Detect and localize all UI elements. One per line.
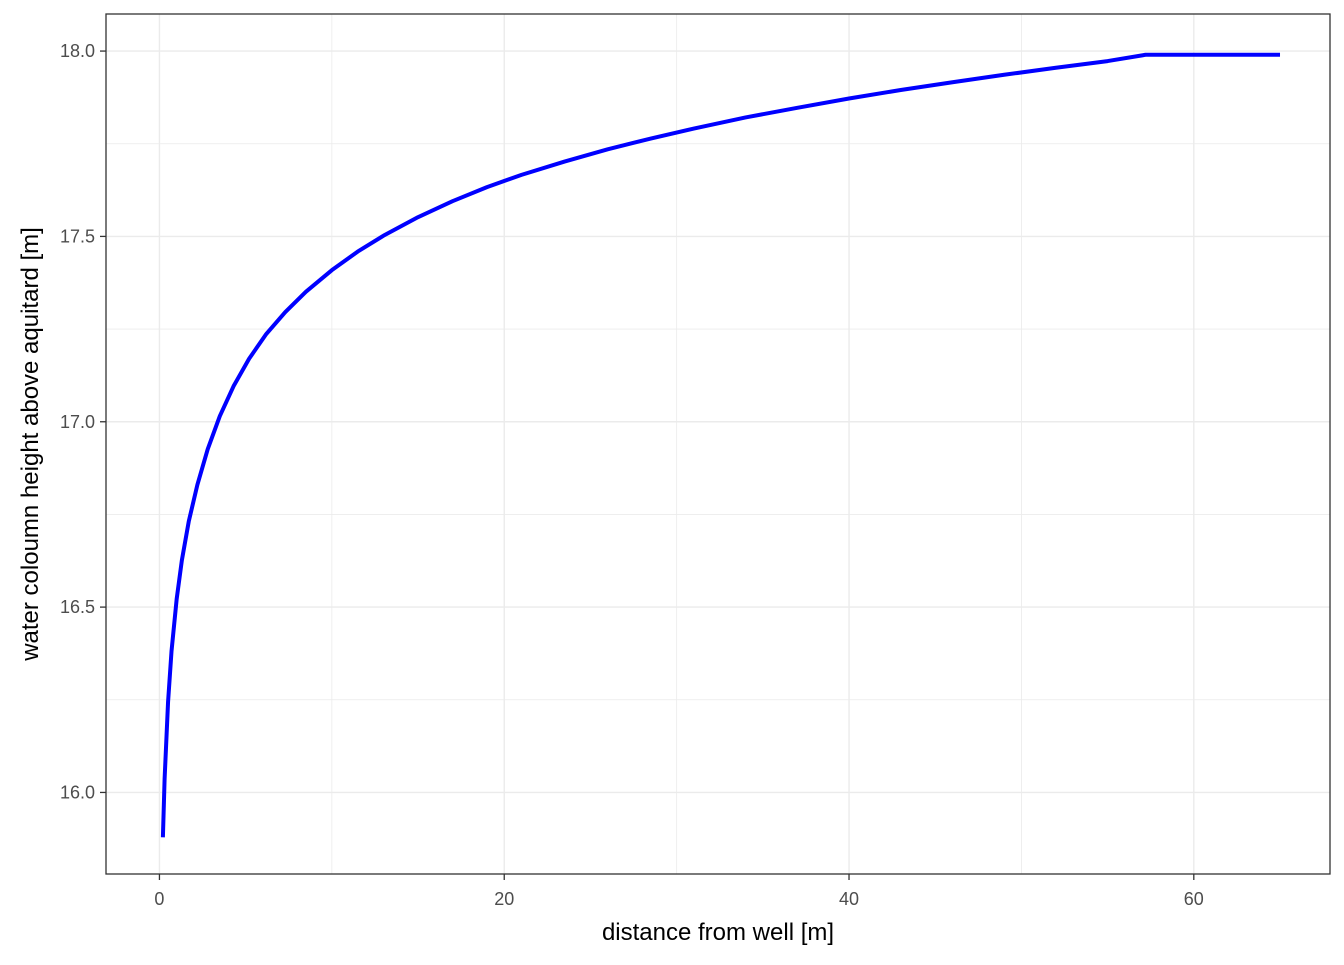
y-tick-label: 16.0 (60, 782, 95, 802)
y-tick-label: 18.0 (60, 41, 95, 61)
series-layer (160, 52, 1281, 838)
y-tick-label: 17.5 (60, 226, 95, 246)
plot-border (105, 13, 1331, 875)
y-tick-label: 17.0 (60, 412, 95, 432)
x-tick-label: 0 (154, 889, 164, 909)
y-axis-title: water coloumn height above aquitard [m] (17, 227, 44, 662)
y-tick-label: 16.5 (60, 597, 95, 617)
grid-major (106, 14, 1330, 874)
x-axis: 0 20 40 60 (154, 874, 1204, 909)
x-tick-label: 40 (839, 889, 859, 909)
y-axis: 16.0 16.5 17.0 17.5 18.0 (60, 41, 106, 802)
grid-minor (106, 14, 1330, 874)
x-tick-label: 20 (494, 889, 514, 909)
plot-panel (106, 14, 1330, 874)
series-line (160, 52, 1281, 838)
x-axis-title: distance from well [m] (602, 919, 834, 946)
x-tick-label: 60 (1184, 889, 1204, 909)
